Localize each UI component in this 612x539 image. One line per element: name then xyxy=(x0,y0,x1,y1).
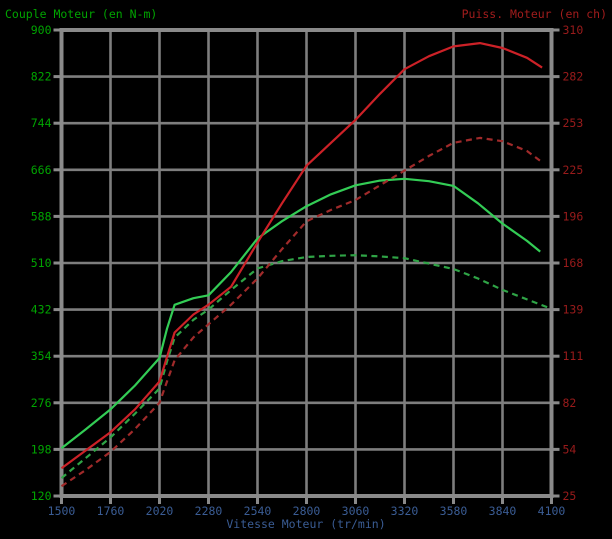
torque-solid-curve xyxy=(60,177,541,450)
left-axis-tick-label: 354 xyxy=(31,349,52,363)
right-axis-tick-label: 282 xyxy=(563,70,584,84)
x-axis-tick-label: 1760 xyxy=(97,504,125,518)
left-axis-tick-label: 744 xyxy=(31,116,52,130)
right-axis-tick-label: 310 xyxy=(563,23,584,37)
left-axis-title: Couple Moteur (en N-m) xyxy=(5,7,158,21)
x-axis-tick-label: 3580 xyxy=(440,504,468,518)
left-axis-tick-label: 276 xyxy=(31,396,52,410)
x-axis-title: Vitesse Moteur (tr/min) xyxy=(226,517,386,531)
plot-border xyxy=(59,28,554,498)
left-axis-tick-label: 120 xyxy=(31,489,52,503)
x-axis-tick-label: 4100 xyxy=(538,504,566,518)
left-axis-tick-label: 900 xyxy=(31,23,52,37)
left-axis-tick-label: 432 xyxy=(31,303,52,317)
right-axis-tick-label: 25 xyxy=(563,489,577,503)
x-axis-tick-label: 3840 xyxy=(489,504,517,518)
x-axis-tick-label: 3060 xyxy=(342,504,370,518)
x-axis-tick-label: 2280 xyxy=(195,504,223,518)
power-dashed-curve xyxy=(60,136,541,488)
left-axis-tick-label: 666 xyxy=(31,163,52,177)
right-axis-tick-label: 139 xyxy=(563,303,584,317)
right-axis-tick-label: 82 xyxy=(563,396,577,410)
torque-dashed-curve xyxy=(60,254,550,479)
left-axis-tick-label: 588 xyxy=(31,209,52,223)
left-axis-tick-label: 510 xyxy=(31,256,52,270)
right-axis-tick-label: 111 xyxy=(563,349,584,363)
right-axis-tick-label: 168 xyxy=(563,256,584,270)
x-axis-tick-label: 3320 xyxy=(391,504,419,518)
left-axis-tick-label: 198 xyxy=(31,442,52,456)
right-axis-title: Puiss. Moteur (en ch) xyxy=(461,7,607,21)
right-axis-tick-label: 253 xyxy=(563,116,584,130)
x-axis-tick-label: 1500 xyxy=(48,504,76,518)
right-axis-tick-label: 196 xyxy=(563,209,584,223)
left-axis-tick-label: 822 xyxy=(31,70,52,84)
right-axis-tick-label: 54 xyxy=(563,442,577,456)
x-axis-tick-label: 2540 xyxy=(244,504,272,518)
right-axis-tick-label: 225 xyxy=(563,163,584,177)
power-solid-curve xyxy=(60,42,543,470)
x-axis-tick-label: 2020 xyxy=(146,504,174,518)
x-axis-tick-label: 2800 xyxy=(293,504,321,518)
